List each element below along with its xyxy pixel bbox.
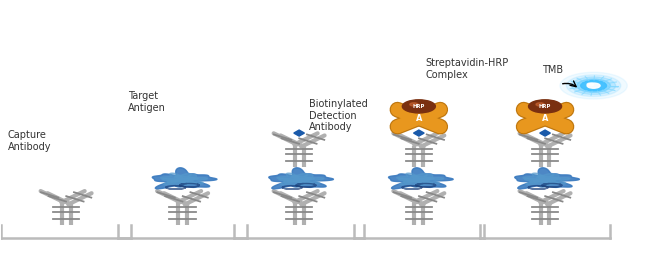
Polygon shape — [525, 176, 559, 187]
Polygon shape — [162, 176, 197, 187]
Polygon shape — [161, 173, 198, 183]
Polygon shape — [269, 168, 333, 189]
Polygon shape — [287, 174, 324, 185]
Text: HRP: HRP — [539, 104, 551, 109]
Polygon shape — [413, 130, 424, 136]
Circle shape — [571, 77, 616, 94]
Circle shape — [587, 83, 600, 88]
Circle shape — [577, 79, 610, 92]
Circle shape — [580, 81, 606, 91]
Circle shape — [410, 103, 418, 106]
Polygon shape — [398, 176, 433, 187]
Text: TMB: TMB — [542, 65, 563, 75]
Text: A: A — [542, 114, 548, 123]
Text: HRP: HRP — [413, 104, 425, 109]
Circle shape — [402, 100, 436, 113]
Text: Streptavidin-HRP
Complex: Streptavidin-HRP Complex — [425, 58, 508, 80]
Text: A: A — [415, 114, 422, 123]
Polygon shape — [534, 174, 570, 185]
Circle shape — [560, 72, 627, 99]
Text: Target
Antigen: Target Antigen — [127, 92, 166, 113]
Polygon shape — [407, 174, 444, 185]
Polygon shape — [523, 173, 560, 183]
Circle shape — [587, 83, 593, 86]
Text: Capture
Antibody: Capture Antibody — [8, 130, 51, 152]
Polygon shape — [294, 130, 304, 136]
Polygon shape — [277, 173, 315, 183]
Circle shape — [536, 103, 544, 106]
Polygon shape — [171, 174, 207, 185]
Polygon shape — [515, 168, 579, 189]
Circle shape — [528, 100, 562, 113]
Polygon shape — [152, 168, 217, 189]
Circle shape — [566, 75, 621, 96]
Text: Biotinylated
Detection
Antibody: Biotinylated Detection Antibody — [309, 99, 367, 132]
Polygon shape — [389, 168, 453, 189]
Polygon shape — [279, 176, 313, 187]
Polygon shape — [396, 173, 434, 183]
Polygon shape — [540, 130, 551, 136]
